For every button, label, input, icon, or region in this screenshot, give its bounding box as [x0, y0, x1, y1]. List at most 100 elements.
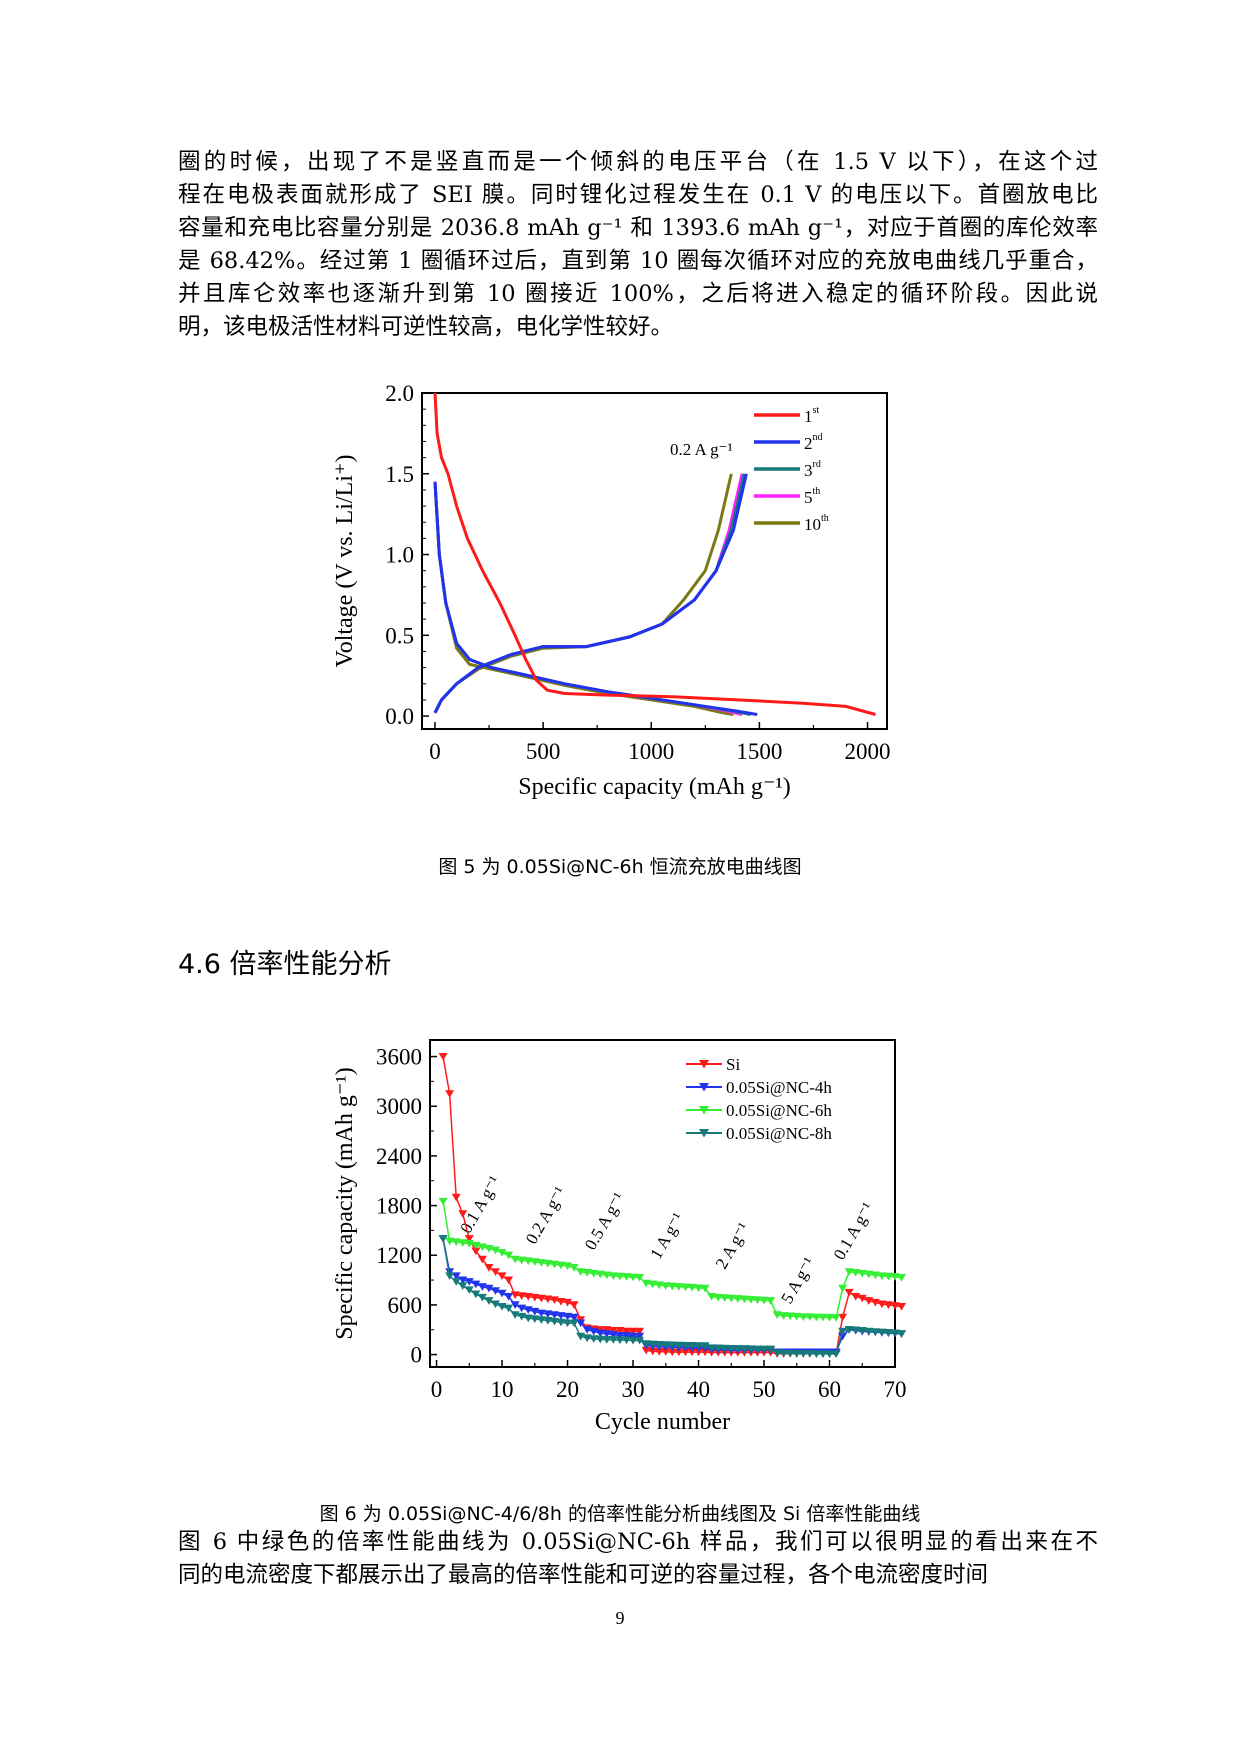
- data-point-Si: [536, 1294, 546, 1303]
- data-point-0.05Si@NC-8h: [726, 1345, 736, 1353]
- data-point-Si: [857, 1294, 867, 1303]
- text-line: 圈的时候，出现了不是竖直而是一个倾斜的电压平台（在 1.5 V 以下），在这个过: [178, 149, 1098, 175]
- data-point-0.05Si@NC-8h: [798, 1350, 808, 1358]
- x-tick-label: 70: [884, 1377, 907, 1402]
- legend-label-base: 10: [804, 515, 821, 534]
- legend-label-0.05Si@NC-8h: 0.05Si@NC-8h: [726, 1124, 832, 1143]
- data-point-0.05Si@NC-8h: [772, 1349, 782, 1357]
- data-point-Si: [700, 1348, 710, 1357]
- data-point-0.05Si@NC-6h: [635, 1273, 645, 1282]
- data-point-Si: [680, 1348, 690, 1357]
- y-tick-label: 0.5: [385, 623, 414, 648]
- data-point-0.05Si@NC-4h: [569, 1313, 579, 1322]
- data-point-0.05Si@NC-6h: [798, 1313, 808, 1321]
- data-point-0.05Si@NC-6h: [451, 1238, 461, 1247]
- charge-curve-5th: [433, 473, 744, 714]
- data-point-Si: [517, 1292, 527, 1300]
- data-point-0.05Si@NC-6h: [517, 1256, 527, 1265]
- data-point-0.05Si@NC-8h: [621, 1336, 631, 1345]
- data-point-0.05Si@NC-6h: [707, 1293, 717, 1301]
- data-point-0.05Si@NC-4h: [602, 1330, 612, 1338]
- data-point-0.05Si@NC-8h: [563, 1319, 573, 1328]
- data-point-0.05Si@NC-6h: [785, 1312, 795, 1321]
- data-point-0.05Si@NC-8h: [844, 1326, 854, 1334]
- data-point-0.05Si@NC-6h: [759, 1296, 769, 1305]
- y-tick-label: 1200: [376, 1243, 422, 1268]
- data-point-Si: [667, 1348, 677, 1357]
- data-point-Si: [883, 1301, 893, 1309]
- data-point-0.05Si@NC-6h: [615, 1272, 625, 1281]
- data-point-0.05Si@NC-8h: [890, 1329, 900, 1338]
- data-point-0.05Si@NC-6h: [720, 1294, 730, 1302]
- data-point-Si: [484, 1264, 494, 1272]
- x-tick-label: 0: [429, 739, 441, 764]
- data-point-0.05Si@NC-8h: [438, 1235, 448, 1243]
- data-point-0.05Si@NC-8h: [825, 1350, 835, 1358]
- data-point-0.05Si@NC-4h: [628, 1332, 638, 1341]
- legend-label-10th: 10th: [804, 513, 829, 534]
- data-point-0.05Si@NC-4h: [510, 1301, 520, 1309]
- data-point-Si: [648, 1347, 658, 1356]
- data-point-0.05Si@NC-8h: [831, 1350, 841, 1358]
- data-point-0.05Si@NC-6h: [870, 1271, 880, 1280]
- data-point-0.05Si@NC-8h: [628, 1336, 638, 1345]
- data-point-0.05Si@NC-4h: [504, 1293, 514, 1301]
- data-point-0.05Si@NC-8h: [641, 1340, 651, 1348]
- data-point-0.05Si@NC-6h: [458, 1239, 468, 1247]
- data-point-Si: [523, 1293, 533, 1301]
- data-point-0.05Si@NC-6h: [510, 1255, 520, 1264]
- data-point-0.05Si@NC-8h: [504, 1304, 514, 1313]
- data-point-0.05Si@NC-8h: [445, 1272, 455, 1280]
- data-point-0.05Si@NC-8h: [897, 1330, 907, 1338]
- legend-label-5th: 5th: [804, 486, 820, 507]
- data-point-0.05Si@NC-6h: [746, 1295, 756, 1304]
- data-point-0.05Si@NC-6h: [687, 1283, 697, 1292]
- x-axis-label: Cycle number: [595, 1409, 730, 1435]
- data-point-0.05Si@NC-4h: [563, 1312, 573, 1321]
- data-point-0.05Si@NC-6h: [608, 1272, 618, 1280]
- data-point-Si: [451, 1193, 461, 1202]
- data-point-0.05Si@NC-8h: [667, 1341, 677, 1350]
- data-point-0.05Si@NC-8h: [752, 1345, 762, 1354]
- data-point-0.05Si@NC-6h: [490, 1246, 500, 1255]
- data-point-0.05Si@NC-8h: [785, 1349, 795, 1358]
- data-point-0.05Si@NC-8h: [792, 1350, 802, 1358]
- current-density-annotation: 0.2 A g⁻¹: [670, 440, 733, 459]
- data-point-0.05Si@NC-4h: [608, 1331, 618, 1339]
- data-point-0.05Si@NC-6h: [700, 1284, 710, 1293]
- data-point-0.05Si@NC-8h: [851, 1326, 861, 1335]
- data-point-Si: [877, 1300, 887, 1309]
- data-point-Si: [641, 1346, 651, 1355]
- x-tick-label: 50: [753, 1377, 776, 1402]
- data-point-Si: [556, 1298, 566, 1306]
- discharge-curve-1st: [433, 392, 876, 716]
- legend-label-0.05Si@NC-4h: 0.05Si@NC-4h: [726, 1078, 832, 1097]
- x-tick-label: 500: [526, 739, 561, 764]
- data-point-0.05Si@NC-6h: [883, 1272, 893, 1281]
- data-point-0.05Si@NC-8h: [883, 1329, 893, 1337]
- data-point-0.05Si@NC-6h: [549, 1260, 559, 1269]
- data-point-Si: [674, 1348, 684, 1357]
- data-point-0.05Si@NC-6h: [805, 1313, 815, 1321]
- data-point-0.05Si@NC-8h: [838, 1327, 848, 1336]
- data-point-0.05Si@NC-6h: [628, 1273, 638, 1282]
- data-point-Si: [628, 1327, 638, 1336]
- data-point-0.05Si@NC-6h: [694, 1284, 704, 1292]
- data-point-0.05Si@NC-6h: [530, 1258, 540, 1266]
- data-point-Si: [543, 1295, 553, 1304]
- y-tick-label: 2400: [376, 1144, 422, 1169]
- data-point-0.05Si@NC-8h: [569, 1319, 579, 1328]
- data-point-0.05Si@NC-4h: [621, 1331, 631, 1340]
- data-point-0.05Si@NC-6h: [445, 1237, 455, 1246]
- data-point-Si: [615, 1326, 625, 1335]
- y-axis-label: Voltage (V vs. Li/Li⁺): [332, 454, 358, 667]
- legend-marker-0.05Si@NC-4h: [699, 1083, 709, 1092]
- figure-5-charge-discharge-chart: 0 500 1000 1500 2000 0.0 0.5 1.0 1.5 2.0 Specific …: [332, 381, 891, 800]
- text-line: 同的电流密度下都展示出了最高的倍率性能和可逆的容量过程，各个电流密度时间: [178, 1562, 989, 1588]
- data-point-0.05Si@NC-8h: [615, 1336, 625, 1345]
- data-point-Si: [504, 1276, 514, 1285]
- x-tick-label: 1000: [628, 739, 674, 764]
- charge-curve-10th: [433, 473, 733, 714]
- data-point-0.05Si@NC-8h: [870, 1328, 880, 1336]
- data-point-Si: [458, 1210, 468, 1218]
